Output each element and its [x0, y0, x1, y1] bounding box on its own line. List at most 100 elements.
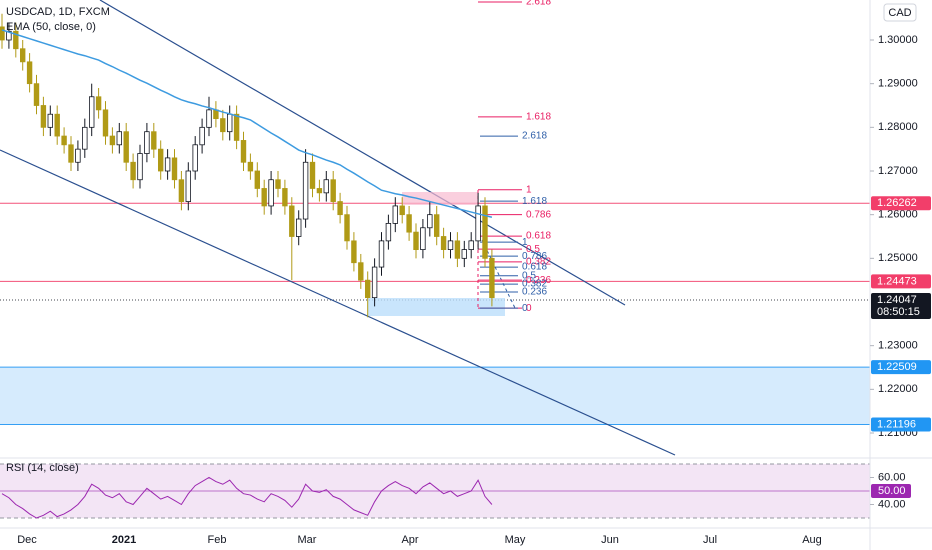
y-tick-label: 1.29000 — [878, 78, 918, 90]
candle-body — [6, 30, 12, 41]
fib-label: 0.786 — [526, 209, 551, 220]
y-tick-label: 1.28000 — [878, 121, 918, 133]
price-label-box — [871, 417, 931, 432]
candle-body — [468, 240, 474, 251]
fib-label: 0.618 — [522, 262, 547, 273]
candle-body — [295, 218, 302, 237]
y-tick-label: 1.30000 — [878, 34, 918, 46]
x-tick-label: Mar — [298, 534, 317, 546]
y-tick-label: 1.22000 — [878, 383, 918, 395]
candle-body — [89, 96, 95, 128]
candle-body — [406, 214, 412, 233]
y-tick-label: 1.23000 — [878, 340, 918, 352]
fib-label: 1 — [522, 237, 528, 248]
candle-body — [130, 161, 136, 181]
candle-body — [344, 214, 350, 242]
candle-body — [289, 205, 295, 237]
fib-label: 2.618 — [526, 0, 551, 8]
support-zone — [0, 367, 870, 425]
candle-body — [171, 157, 178, 181]
candle-body — [323, 179, 329, 194]
candle-body — [447, 240, 454, 251]
candle-body — [157, 148, 164, 172]
y-tick-label: 1.26000 — [878, 209, 918, 221]
candle-body — [47, 113, 53, 128]
fib-label: 1.618 — [522, 196, 547, 207]
candle-body — [137, 153, 143, 181]
candle-body — [261, 188, 267, 207]
candle-body — [302, 161, 309, 220]
candle-body — [371, 266, 378, 299]
candle-body — [151, 131, 157, 150]
fib-label: 0.382 — [522, 279, 547, 290]
candle-body — [358, 262, 364, 281]
candle-body — [185, 170, 191, 202]
fib-label: 2.618 — [522, 131, 547, 142]
candle-body — [316, 188, 323, 194]
indicator-label: EMA (50, close, 0) — [6, 21, 96, 33]
fib-label: 0.5 — [526, 244, 540, 255]
trend-line-lower — [0, 149, 676, 456]
candle-body — [164, 157, 171, 172]
candle-body — [13, 30, 19, 50]
candle-body — [75, 148, 81, 163]
candle-body — [420, 227, 426, 250]
blue-box — [368, 298, 505, 316]
price-label: 1.24473 — [877, 275, 917, 287]
x-tick-label: Dec — [17, 534, 37, 546]
candle-body — [233, 113, 240, 141]
currency-label[interactable]: CAD — [888, 7, 911, 19]
price-label-box — [871, 196, 931, 211]
candle-body — [413, 231, 419, 250]
candle-body — [199, 126, 205, 146]
candle-body — [26, 61, 33, 85]
fib-label: 0.786 — [522, 251, 547, 262]
candle-body — [454, 240, 461, 259]
candle-body — [95, 96, 102, 111]
candle-body — [268, 179, 274, 207]
x-tick-label: Jun — [601, 534, 619, 546]
main-layer: 2.6181.61810.7860.6180.50.3820.23602.618… — [0, 0, 551, 519]
candle-body — [337, 201, 343, 216]
candle-body — [330, 179, 336, 202]
candle-body — [226, 113, 233, 133]
x-tick-label: Jul — [703, 534, 717, 546]
fib-label: 0.236 — [526, 275, 551, 286]
candle-body — [440, 236, 447, 250]
candle-body — [364, 279, 371, 299]
rsi-tick-label: 50.00 — [878, 485, 906, 497]
candle-body — [54, 113, 60, 137]
candle-body — [378, 240, 385, 268]
fib-label: 1 — [526, 184, 532, 195]
candle-body — [282, 188, 288, 207]
fib-label: 0 — [522, 303, 528, 314]
fib-label: 0.618 — [526, 231, 551, 242]
candle-body — [178, 179, 185, 202]
x-tick-label: May — [505, 534, 526, 546]
candle-body — [102, 109, 109, 137]
ema-line — [1, 29, 493, 219]
price-label-box — [871, 360, 931, 375]
candle-body — [220, 118, 226, 133]
rsi-line — [1, 476, 493, 519]
candle-body — [192, 144, 198, 172]
axis-layer: 1.30000 1.29000 1.28000 1.27000 1.26000 1.250… — [17, 34, 931, 546]
x-tick-label: Feb — [208, 534, 227, 546]
y-tick-label: 1.27000 — [878, 165, 918, 177]
currency-box[interactable] — [883, 3, 917, 22]
candle-body — [392, 205, 398, 224]
x-tick-label: Aug — [802, 534, 822, 546]
candle-body — [399, 205, 405, 216]
candle-body — [475, 205, 481, 242]
rsi-mid-box — [871, 484, 911, 498]
candle-body — [213, 109, 219, 120]
x-tick-label: 2021 — [112, 534, 136, 546]
price-label: 1.22509 — [877, 361, 917, 373]
candle-body — [144, 131, 150, 154]
rsi-label: RSI (14, close) — [6, 462, 79, 474]
candle-body — [82, 126, 88, 150]
candle-body — [19, 48, 26, 63]
candle-body — [247, 161, 254, 172]
countdown: 08:50:15 — [877, 306, 920, 318]
